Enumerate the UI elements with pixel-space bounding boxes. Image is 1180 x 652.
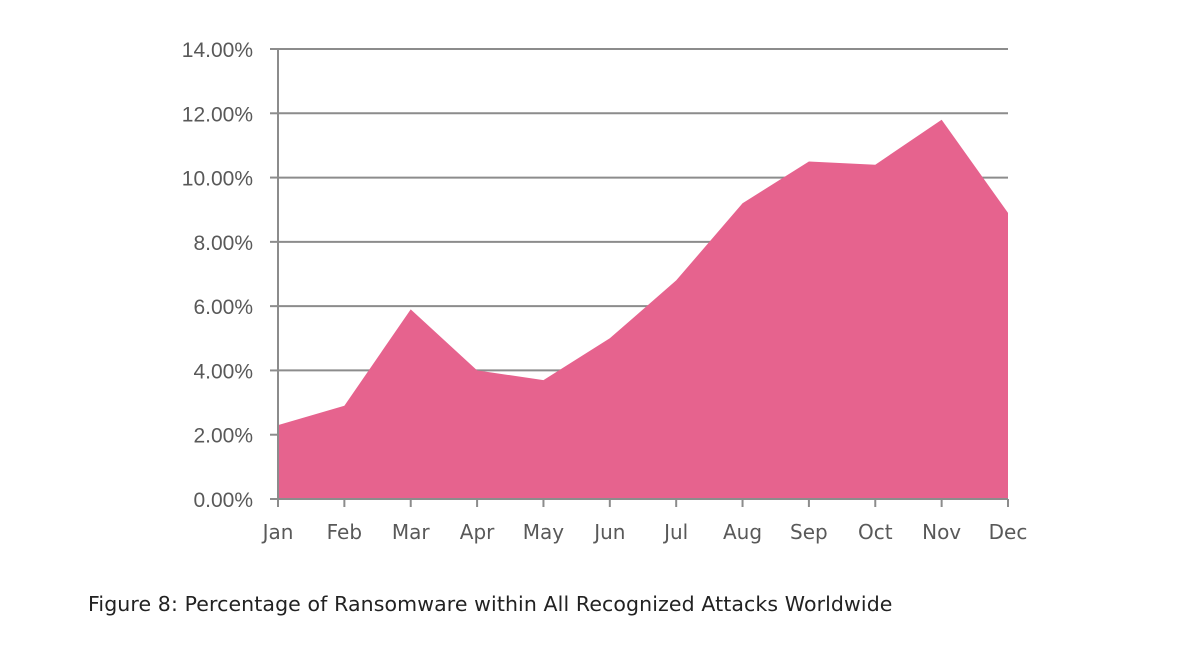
- y-tick-label: 4.00%: [193, 360, 253, 383]
- x-tick-label: Sep: [790, 520, 828, 544]
- x-tick-label: May: [523, 520, 565, 544]
- x-tick-label: Jul: [662, 520, 688, 544]
- axes: [270, 48, 1009, 507]
- x-tick-label: Mar: [392, 520, 431, 544]
- x-axis-tick-labels: Jan Feb Mar Apr May Jun Jul Aug Sep Oct Nov Dec: [261, 520, 1028, 544]
- area-chart: 0.00% 2.00% 4.00% 6.00% 8.00% 10.00% 12.00% 14.…: [182, 39, 1028, 544]
- area-series: [278, 119, 1008, 499]
- y-tick-label: 6.00%: [193, 296, 253, 319]
- x-tick-label: Aug: [723, 520, 762, 544]
- area-fill: [278, 119, 1008, 499]
- x-tick-label: Feb: [327, 520, 362, 544]
- x-tick-label: Nov: [922, 520, 961, 544]
- y-tick-label: 14.00%: [182, 39, 253, 62]
- figure-caption: Figure 8: Percentage of Ransomware withi…: [88, 592, 893, 616]
- y-tick-label: 0.00%: [193, 489, 253, 512]
- x-tick-label: Jan: [261, 520, 294, 544]
- y-axis-tick-labels: 0.00% 2.00% 4.00% 6.00% 8.00% 10.00% 12.00% 14.…: [182, 39, 253, 512]
- x-tick-label: Oct: [858, 520, 893, 544]
- y-tick-label: 2.00%: [193, 425, 253, 448]
- y-tick-label: 8.00%: [193, 232, 253, 255]
- x-tick-label: Dec: [989, 520, 1028, 544]
- x-tick-label: Apr: [460, 520, 495, 544]
- y-tick-label: 12.00%: [182, 103, 253, 126]
- x-tick-label: Jun: [592, 520, 625, 544]
- y-tick-label: 10.00%: [182, 168, 253, 191]
